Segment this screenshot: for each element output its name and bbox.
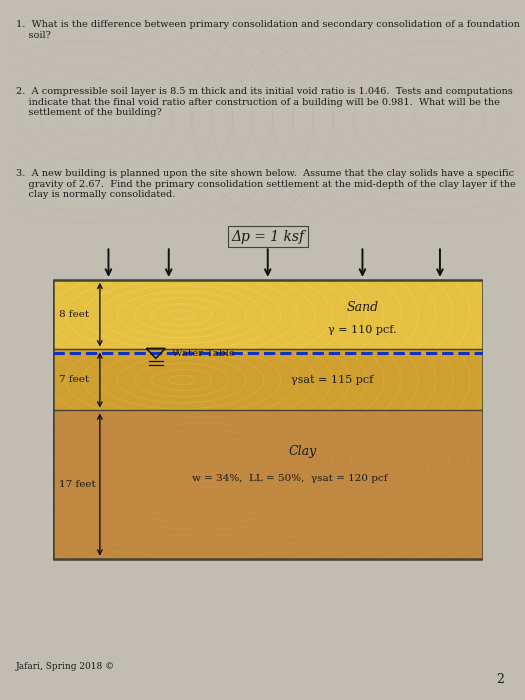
Text: 1.  What is the difference between primary consolidation and secondary consolida: 1. What is the difference between primar… xyxy=(16,20,519,40)
Text: Δp = 1 ksf: Δp = 1 ksf xyxy=(231,230,304,244)
Bar xyxy=(52,410,483,559)
Text: 2.  A compressible soil layer is 8.5 m thick and its initial void ratio is 1.046: 2. A compressible soil layer is 8.5 m th… xyxy=(16,88,512,118)
Bar xyxy=(52,349,483,410)
Text: Sand: Sand xyxy=(346,301,379,314)
Text: Clay: Clay xyxy=(288,445,317,458)
Text: 8 feet: 8 feet xyxy=(59,310,89,319)
Text: Jafari, Spring 2018 ©: Jafari, Spring 2018 © xyxy=(16,662,114,671)
Text: 7 feet: 7 feet xyxy=(59,375,89,384)
Text: 2: 2 xyxy=(497,673,505,686)
Bar xyxy=(52,280,483,559)
Bar xyxy=(52,280,483,349)
Text: Water Table: Water Table xyxy=(172,349,235,358)
Text: γsat = 115 pcf: γsat = 115 pcf xyxy=(291,375,373,385)
Text: 17 feet: 17 feet xyxy=(59,480,96,489)
Text: 3.  A new building is planned upon the site shown below.  Assume that the clay s: 3. A new building is planned upon the si… xyxy=(16,169,516,200)
Text: w = 34%,  LL = 50%,  γsat = 120 pcf: w = 34%, LL = 50%, γsat = 120 pcf xyxy=(192,474,387,483)
Text: γ = 110 pcf.: γ = 110 pcf. xyxy=(328,325,397,335)
